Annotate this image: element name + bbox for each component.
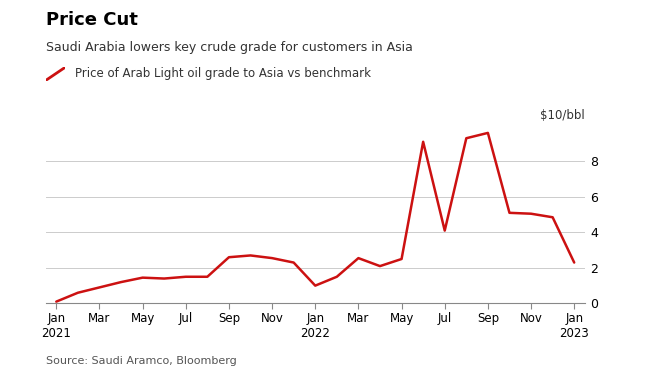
Text: $10/bbl: $10/bbl (540, 109, 585, 122)
Text: Price Cut: Price Cut (46, 11, 137, 29)
Text: Saudi Arabia lowers key crude grade for customers in Asia: Saudi Arabia lowers key crude grade for … (46, 41, 412, 54)
Text: Price of Arab Light oil grade to Asia vs benchmark: Price of Arab Light oil grade to Asia vs… (75, 67, 370, 81)
Text: Source: Saudi Aramco, Bloomberg: Source: Saudi Aramco, Bloomberg (46, 356, 236, 366)
